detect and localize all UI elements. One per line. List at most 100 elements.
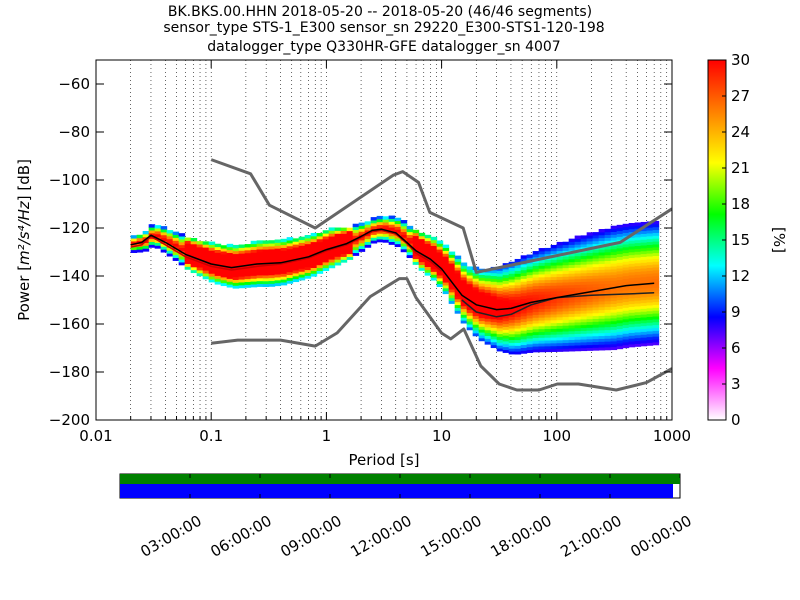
heatmap-cell — [604, 312, 612, 316]
heatmap-cell — [508, 293, 516, 297]
heatmap-cell — [634, 334, 642, 339]
heatmap-cell — [166, 244, 174, 248]
heatmap-cell — [646, 330, 654, 335]
heatmap-cell — [532, 265, 540, 269]
heatmap-cell — [580, 333, 588, 337]
heatmap-cell — [316, 261, 324, 266]
heatmap-cell — [178, 238, 186, 243]
heatmap-cell — [652, 275, 660, 280]
heatmap-cell — [250, 266, 258, 271]
heatmap-cell — [610, 338, 618, 342]
heatmap-cell — [202, 244, 210, 248]
heatmap-cell — [592, 327, 600, 331]
heatmap-cell — [262, 240, 270, 244]
y-axis-label: Power [m²/s⁴/Hz] [dB] — [15, 159, 33, 321]
heatmap-cell — [622, 278, 630, 282]
heatmap-cell — [544, 348, 552, 353]
heatmap-cell — [202, 255, 210, 260]
heatmap-cell — [604, 263, 612, 267]
heatmap-cell — [424, 246, 432, 250]
heatmap-cell — [250, 283, 258, 288]
heatmap-cell — [580, 290, 588, 294]
heatmap-cell — [652, 255, 660, 259]
heatmap-cell — [250, 275, 258, 279]
heatmap-cell — [544, 262, 552, 266]
heatmap-cell — [184, 249, 192, 253]
heatmap-cell — [652, 269, 660, 274]
heatmap-cell — [346, 230, 354, 234]
heatmap-cell — [604, 323, 612, 328]
heatmap-cell — [562, 282, 570, 286]
heatmap-cell — [634, 245, 642, 249]
timeline-tick-label: 09:00:00 — [277, 512, 344, 561]
heatmap-cell — [490, 338, 498, 343]
heatmap-cell — [202, 252, 210, 257]
heatmap-cell — [544, 340, 552, 344]
heatmap-cell — [352, 249, 360, 254]
heatmap-cell — [610, 340, 618, 345]
heatmap-cell — [634, 337, 642, 342]
heatmap-cell — [442, 267, 450, 272]
heatmap-cell — [460, 265, 468, 269]
heatmap-cell — [454, 284, 462, 288]
heatmap-cell — [610, 268, 618, 273]
heatmap-cell — [652, 287, 660, 291]
heatmap-cell — [646, 247, 654, 251]
heatmap-cell — [556, 279, 564, 283]
heatmap-cell — [478, 320, 486, 324]
heatmap-cell — [304, 272, 312, 276]
heatmap-cell — [274, 259, 282, 264]
heatmap-cell — [556, 299, 564, 303]
heatmap-cell — [544, 314, 552, 318]
heatmap-cell — [490, 284, 498, 288]
heatmap-cell — [262, 246, 270, 250]
heatmap-cell — [538, 279, 546, 284]
heatmap-cell — [640, 259, 648, 263]
heatmap-cell — [646, 256, 654, 260]
heatmap-cell — [652, 330, 660, 334]
heatmap-cell — [460, 274, 468, 278]
heatmap-cell — [460, 285, 468, 289]
heatmap-cell — [598, 269, 606, 273]
heatmap-cell — [640, 227, 648, 232]
heatmap-cell — [550, 279, 558, 283]
heatmap-cell — [544, 265, 552, 269]
heatmap-cell — [550, 319, 558, 324]
colorbar-label: [%] — [770, 227, 788, 253]
figure-title: BK.BKS.00.HHN 2018-05-20 -- 2018-05-20 (… — [163, 4, 604, 55]
heatmap-cell — [514, 299, 522, 303]
heatmap-cell — [256, 263, 264, 267]
heatmap-cell — [256, 240, 264, 244]
heatmap-cell — [556, 288, 564, 292]
heatmap-cell — [634, 303, 642, 307]
heatmap-cell — [304, 252, 312, 256]
heatmap-cell — [460, 282, 468, 287]
heatmap-cell — [622, 281, 630, 285]
heatmap-cell — [586, 281, 594, 285]
heatmap-cell — [424, 252, 432, 256]
heatmap-cell — [508, 345, 516, 349]
heatmap-cell — [646, 250, 654, 254]
heatmap-cell — [370, 222, 378, 227]
heatmap-cell — [550, 265, 558, 269]
heatmap-cell — [376, 215, 384, 220]
colorbar-tick-label: 21 — [731, 159, 750, 177]
heatmap-cell — [556, 339, 564, 344]
heatmap-cell — [310, 273, 318, 277]
heatmap-cell — [610, 225, 618, 230]
heatmap-cell — [196, 241, 204, 245]
heatmap-cell — [130, 243, 138, 248]
heatmap-cell — [574, 327, 582, 332]
heatmap-cell — [598, 229, 606, 233]
heatmap-cell — [634, 294, 642, 298]
heatmap-cell — [340, 239, 348, 243]
heatmap-cell — [556, 241, 564, 246]
heatmap-cell — [610, 326, 618, 330]
heatmap-cell — [502, 274, 510, 279]
heatmap-cell — [604, 266, 612, 270]
heatmap-cell — [202, 261, 210, 265]
heatmap-cell — [562, 345, 570, 349]
heatmap-cell — [382, 227, 390, 232]
heatmap-cell — [178, 259, 186, 263]
